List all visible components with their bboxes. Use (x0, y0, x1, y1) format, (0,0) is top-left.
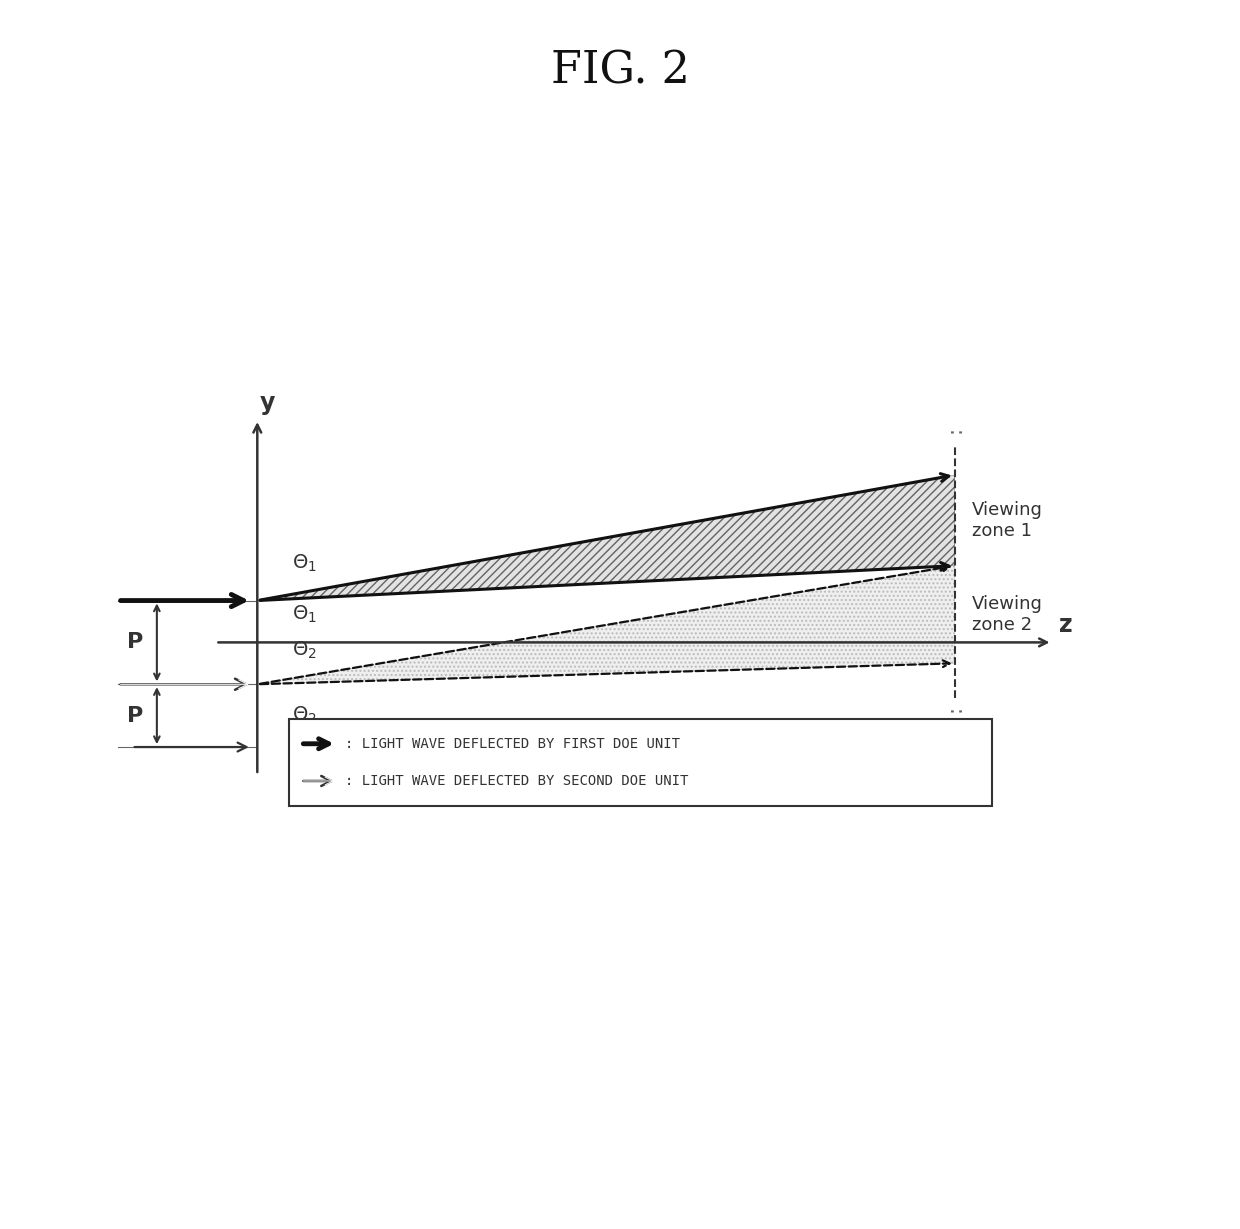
Text: : LIGHT WAVE DEFLECTED BY SECOND DOE UNIT: : LIGHT WAVE DEFLECTED BY SECOND DOE UNI… (345, 774, 688, 788)
Text: Viewing
zone 1: Viewing zone 1 (972, 501, 1043, 540)
Polygon shape (257, 565, 955, 685)
Text: y: y (259, 391, 275, 415)
FancyBboxPatch shape (289, 719, 992, 806)
Text: :: : (945, 705, 965, 712)
Text: Viewing
zone 2: Viewing zone 2 (972, 595, 1043, 634)
Text: $\Theta_1$: $\Theta_1$ (293, 552, 317, 574)
Text: P: P (126, 705, 143, 725)
Text: $\Theta_1$: $\Theta_1$ (293, 603, 317, 626)
Text: $\Theta_2$: $\Theta_2$ (293, 704, 317, 725)
Text: z: z (1059, 613, 1073, 637)
Text: :: : (945, 426, 965, 433)
Text: $\Theta_2$: $\Theta_2$ (293, 640, 317, 661)
Text: FIG. 2: FIG. 2 (551, 49, 689, 92)
Text: P: P (126, 633, 143, 653)
Polygon shape (257, 474, 955, 601)
Text: : LIGHT WAVE DEFLECTED BY FIRST DOE UNIT: : LIGHT WAVE DEFLECTED BY FIRST DOE UNIT (345, 736, 681, 751)
